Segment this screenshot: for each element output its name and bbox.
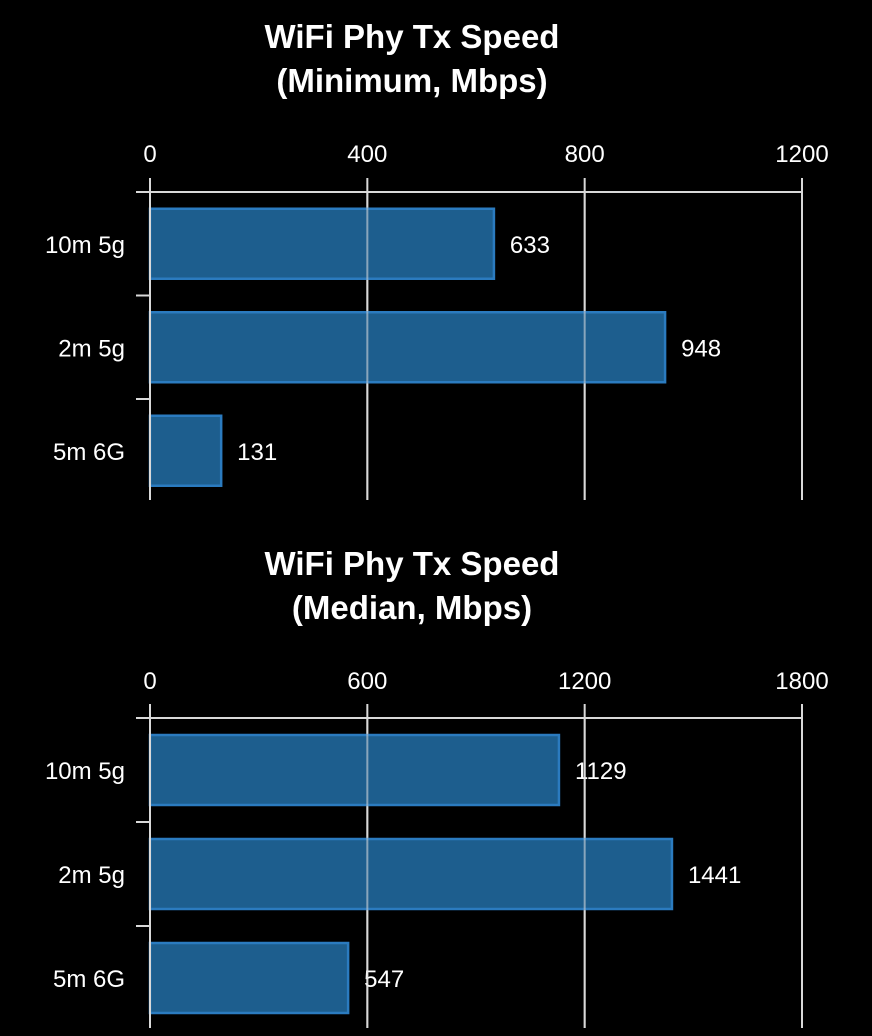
data-label: 1129	[575, 758, 627, 785]
x-tick-label: 400	[347, 141, 387, 168]
x-tick-labels: 0 400 800 1200	[143, 141, 828, 168]
data-labels: 1129 1441 547	[149, 704, 803, 1028]
data-label: 948	[681, 335, 721, 362]
bar	[148, 311, 667, 384]
bar	[148, 733, 561, 807]
x-tick-label: 0	[143, 141, 156, 168]
category-label: 10m 5g	[45, 232, 125, 259]
chart-title-line-1: WiFi Phy Tx Speed	[265, 18, 560, 55]
x-tick-label: 1800	[775, 668, 828, 695]
bar	[148, 414, 223, 487]
x-tick-label: 600	[347, 668, 387, 695]
chart-median: WiFi Phy Tx Speed (Median, Mbps) 0 600 120…	[45, 545, 829, 1028]
bar	[148, 837, 674, 911]
x-tick-label: 1200	[558, 668, 611, 695]
data-label: 633	[510, 232, 550, 259]
category-label: 2m 5g	[58, 862, 125, 889]
chart-title-line-1: WiFi Phy Tx Speed	[265, 545, 560, 582]
data-label: 547	[364, 966, 404, 993]
bar	[148, 941, 350, 1015]
bars	[148, 207, 667, 487]
category-label: 10m 5g	[45, 758, 125, 785]
x-tick-label: 1200	[775, 141, 828, 168]
category-label: 5m 6G	[53, 439, 125, 466]
chart-title-line-2: (Minimum, Mbps)	[276, 62, 547, 99]
data-label: 131	[237, 439, 277, 466]
bar	[148, 207, 496, 280]
category-labels: 10m 5g 2m 5g 5m 6G	[45, 232, 125, 466]
x-tick-labels: 0 600 1200 1800	[143, 668, 828, 695]
data-labels: 633 948 131	[149, 178, 803, 500]
chart-title-line-2: (Median, Mbps)	[292, 589, 532, 626]
data-label: 1441	[688, 862, 741, 889]
x-tick-label: 800	[565, 141, 605, 168]
x-tick-label: 0	[143, 668, 156, 695]
chart-minimum: WiFi Phy Tx Speed (Minimum, Mbps) 0 400 80…	[45, 18, 829, 500]
category-labels: 10m 5g 2m 5g 5m 6G	[45, 758, 125, 993]
category-label: 2m 5g	[58, 335, 125, 362]
category-label: 5m 6G	[53, 966, 125, 993]
